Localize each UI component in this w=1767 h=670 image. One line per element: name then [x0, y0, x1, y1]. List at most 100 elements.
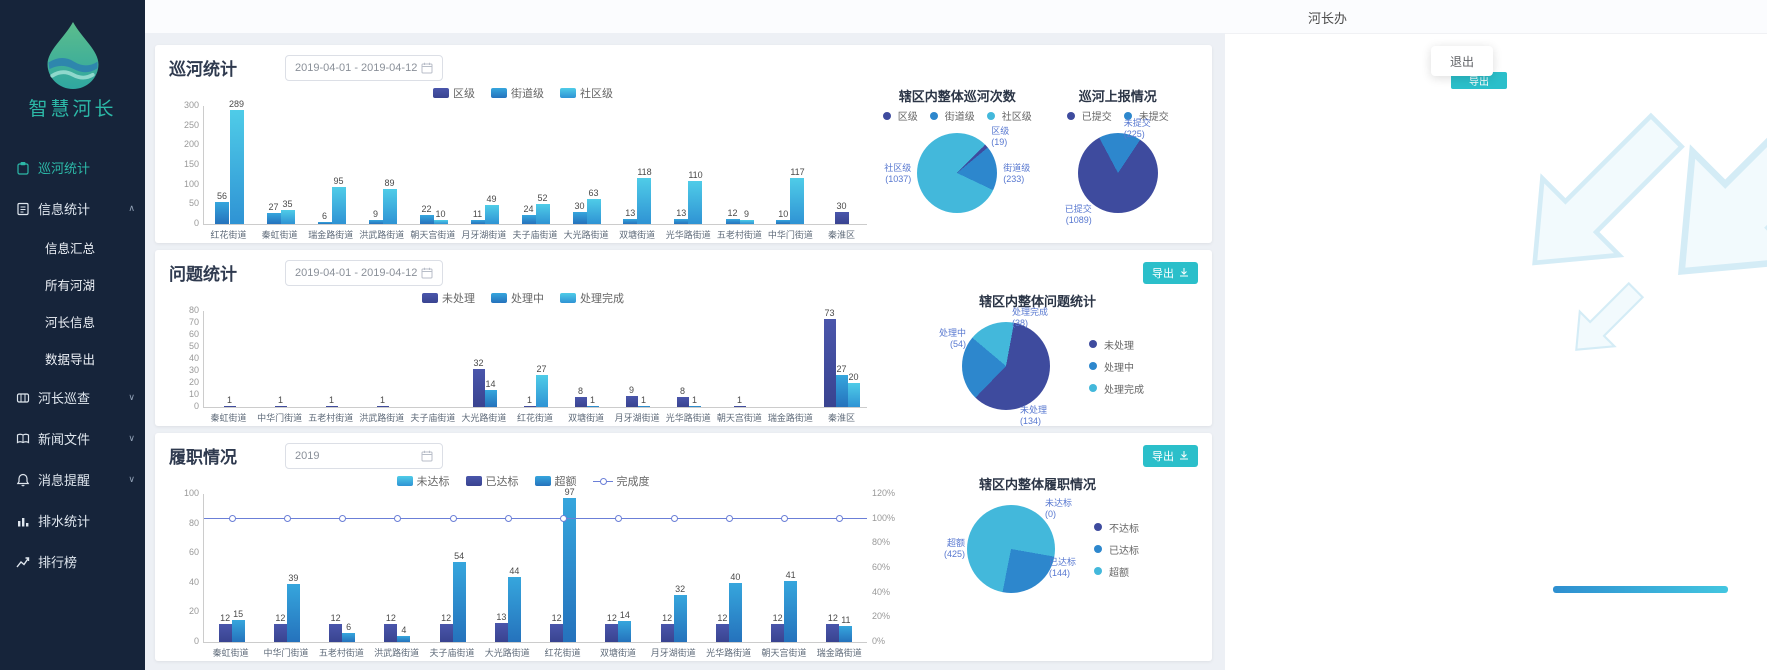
bar-value-label: 4: [401, 625, 407, 636]
chart-legend: 未处理 处理中 处理完成: [169, 290, 877, 306]
app-logo-icon: [40, 20, 106, 90]
bar: [618, 621, 632, 642]
bars-row: 1 1 1 1 32 14 1 27 8 1 9 1 8 1 1 73 27 20: [204, 297, 867, 407]
export-button[interactable]: 导出: [1143, 261, 1198, 284]
bar-value-label: 40: [730, 571, 741, 582]
legend-item-区级[interactable]: 区级: [433, 85, 475, 101]
bar-value-label: 12: [385, 613, 396, 624]
x-axis-label: 光华路街道: [665, 230, 711, 240]
bar-value-label: 1: [328, 394, 334, 405]
y-axis-tick: 100: [183, 178, 199, 189]
bar-wrap: 11: [470, 209, 485, 224]
chart-legend: 区级 街道级 社区级: [169, 85, 877, 101]
year-picker[interactable]: 2019: [285, 442, 443, 469]
sidebar-item-6[interactable]: 排行榜: [0, 541, 145, 582]
sidebar-subitem-1-3[interactable]: 数据导出: [45, 353, 96, 367]
export-button[interactable]: 导出: [1143, 444, 1198, 467]
sidebar-subitem-1-2[interactable]: 河长信息: [45, 316, 96, 330]
bar-value-label: 73: [824, 308, 835, 319]
pie-wrap: 区级 (19) 街道级 (233) 社区级 (1037): [882, 124, 1032, 222]
legend-item-超额[interactable]: 超额: [1094, 564, 1139, 579]
bar-wrap: 13: [494, 612, 508, 642]
legend-item-街道级[interactable]: 街道级: [491, 85, 544, 101]
section-duty-stats: 履职情况 2019 导出: [155, 433, 1212, 661]
bar-wrap: 41: [784, 571, 798, 642]
clipboard-icon: [16, 161, 30, 175]
sidebar-item-1[interactable]: 信息统计 ∧: [0, 188, 145, 229]
bar-value-label: 97: [564, 487, 575, 498]
bar-wrap: 22: [419, 205, 434, 224]
legend-item-未处理[interactable]: 未处理: [1089, 337, 1144, 352]
date-range-picker[interactable]: 2019-04-01 - 2019-04-12: [285, 54, 443, 81]
x-axis-label: 中华门街道: [767, 230, 813, 240]
bar-wrap: 12: [329, 614, 343, 642]
x-axis-label: 朝天宫街道: [761, 648, 807, 658]
bar: [433, 220, 448, 224]
legend-item-社区级[interactable]: 社区级: [560, 85, 613, 101]
legend-item-超额[interactable]: 超额: [534, 473, 577, 489]
patrol-bar-chart: 区级 街道级 社区级 0 50 100 150 200 250 300 56 289 27 35 6 95 9 8…: [169, 83, 877, 241]
user-office-menu[interactable]: 河长办: [1308, 11, 1348, 26]
legend-item-未处理[interactable]: 未处理: [422, 290, 475, 306]
export-button-overlay[interactable]: 导出: [1451, 72, 1507, 89]
logout-menu-item[interactable]: 退出: [1449, 54, 1474, 69]
legend-item-不达标[interactable]: 不达标: [1094, 520, 1139, 535]
legend-chip-icon: [560, 88, 576, 98]
legend-item-社区级[interactable]: 社区级: [986, 108, 1032, 123]
sidebar-item-5[interactable]: 排水统计: [0, 500, 145, 541]
bar-group-朝天宫街道: 12 41: [757, 571, 812, 642]
pie-legend: 已提交 未提交: [1066, 108, 1169, 123]
download-icon: [1180, 267, 1188, 276]
export-button-label: 导出: [1469, 77, 1489, 88]
legend-item-完成度[interactable]: 完成度: [592, 473, 650, 489]
bar-value-label: 8: [577, 386, 583, 397]
bar-value-label: 118: [637, 166, 652, 177]
horizontal-scrollbar-thumb[interactable]: [1553, 586, 1728, 593]
date-range-picker[interactable]: 2019-04-01 - 2019-04-12: [285, 259, 443, 286]
legend-item-处理完成[interactable]: 处理完成: [560, 290, 624, 306]
sidebar-item-3[interactable]: 新闻文件 ∨: [0, 418, 145, 459]
sidebar-item-2[interactable]: 河长巡查 ∨: [0, 377, 145, 418]
legend-item-处理中[interactable]: 处理中: [491, 290, 544, 306]
legend-item-处理完成[interactable]: 处理完成: [1089, 381, 1144, 396]
bar-value-label: 12: [827, 613, 838, 624]
bar-value-label: 1: [589, 394, 595, 405]
bar-value-label: 1: [640, 394, 646, 405]
issue-pie-area: 辖区内整体问题统计 处理完成 (38) 未处理 (134) 处理中 (54) 未处理 处理中 处理…: [877, 288, 1198, 426]
calendar-icon: [421, 62, 433, 73]
sidebar-item-0[interactable]: 巡河统计: [0, 147, 145, 188]
sidebar-subitem-1-1[interactable]: 所有河湖: [45, 279, 96, 293]
pie-slice-label-未提交: 未提交 (225): [1124, 118, 1151, 140]
sidebar-item-4[interactable]: 消息提醒 ∨: [0, 459, 145, 500]
legend-item-已达标[interactable]: 已达标: [465, 473, 519, 489]
legend-item-已提交[interactable]: 已提交: [1066, 108, 1112, 123]
legend-item-处理中[interactable]: 处理中: [1089, 359, 1144, 374]
bar-value-label: 27: [836, 363, 847, 374]
legend-chip-icon: [560, 293, 576, 303]
legend-item-区级[interactable]: 区级: [882, 108, 918, 123]
bar-wrap: 12: [550, 614, 564, 642]
legend-chip-icon: [491, 88, 507, 98]
legend-item-街道级[interactable]: 街道级: [929, 108, 975, 123]
legend-item-未达标[interactable]: 未达标: [396, 473, 450, 489]
bar: [273, 624, 287, 642]
bar: [674, 218, 689, 224]
legend-label: 社区级: [1001, 112, 1032, 123]
export-button-label: 导出: [1152, 267, 1174, 280]
legend-item-已达标[interactable]: 已达标: [1094, 542, 1139, 557]
right-axis-tick: 0%: [872, 636, 886, 646]
news-icon: [16, 432, 30, 446]
legend-chip-icon: [422, 293, 438, 303]
legend-item-未提交[interactable]: 未提交: [1123, 108, 1169, 123]
sidebar-subitem-1-0[interactable]: 信息汇总: [45, 242, 96, 256]
pie-row: 区级 (19) 街道级 (233) 社区级 (1037): [882, 124, 1032, 222]
bar-wrap: 12: [218, 614, 232, 642]
bar-wrap: 1: [325, 394, 338, 407]
bar-wrap: 12: [660, 614, 674, 642]
watermark-arrows-icon: [1532, 58, 1767, 351]
bar-wrap: 14: [484, 380, 497, 407]
x-axis-label: 五老村街道: [318, 648, 364, 658]
download-icon: [1180, 450, 1188, 459]
x-axis-label: 瑞金路街道: [308, 230, 354, 240]
pie-slice-label-未达标: 未达标 (0): [1045, 498, 1072, 520]
